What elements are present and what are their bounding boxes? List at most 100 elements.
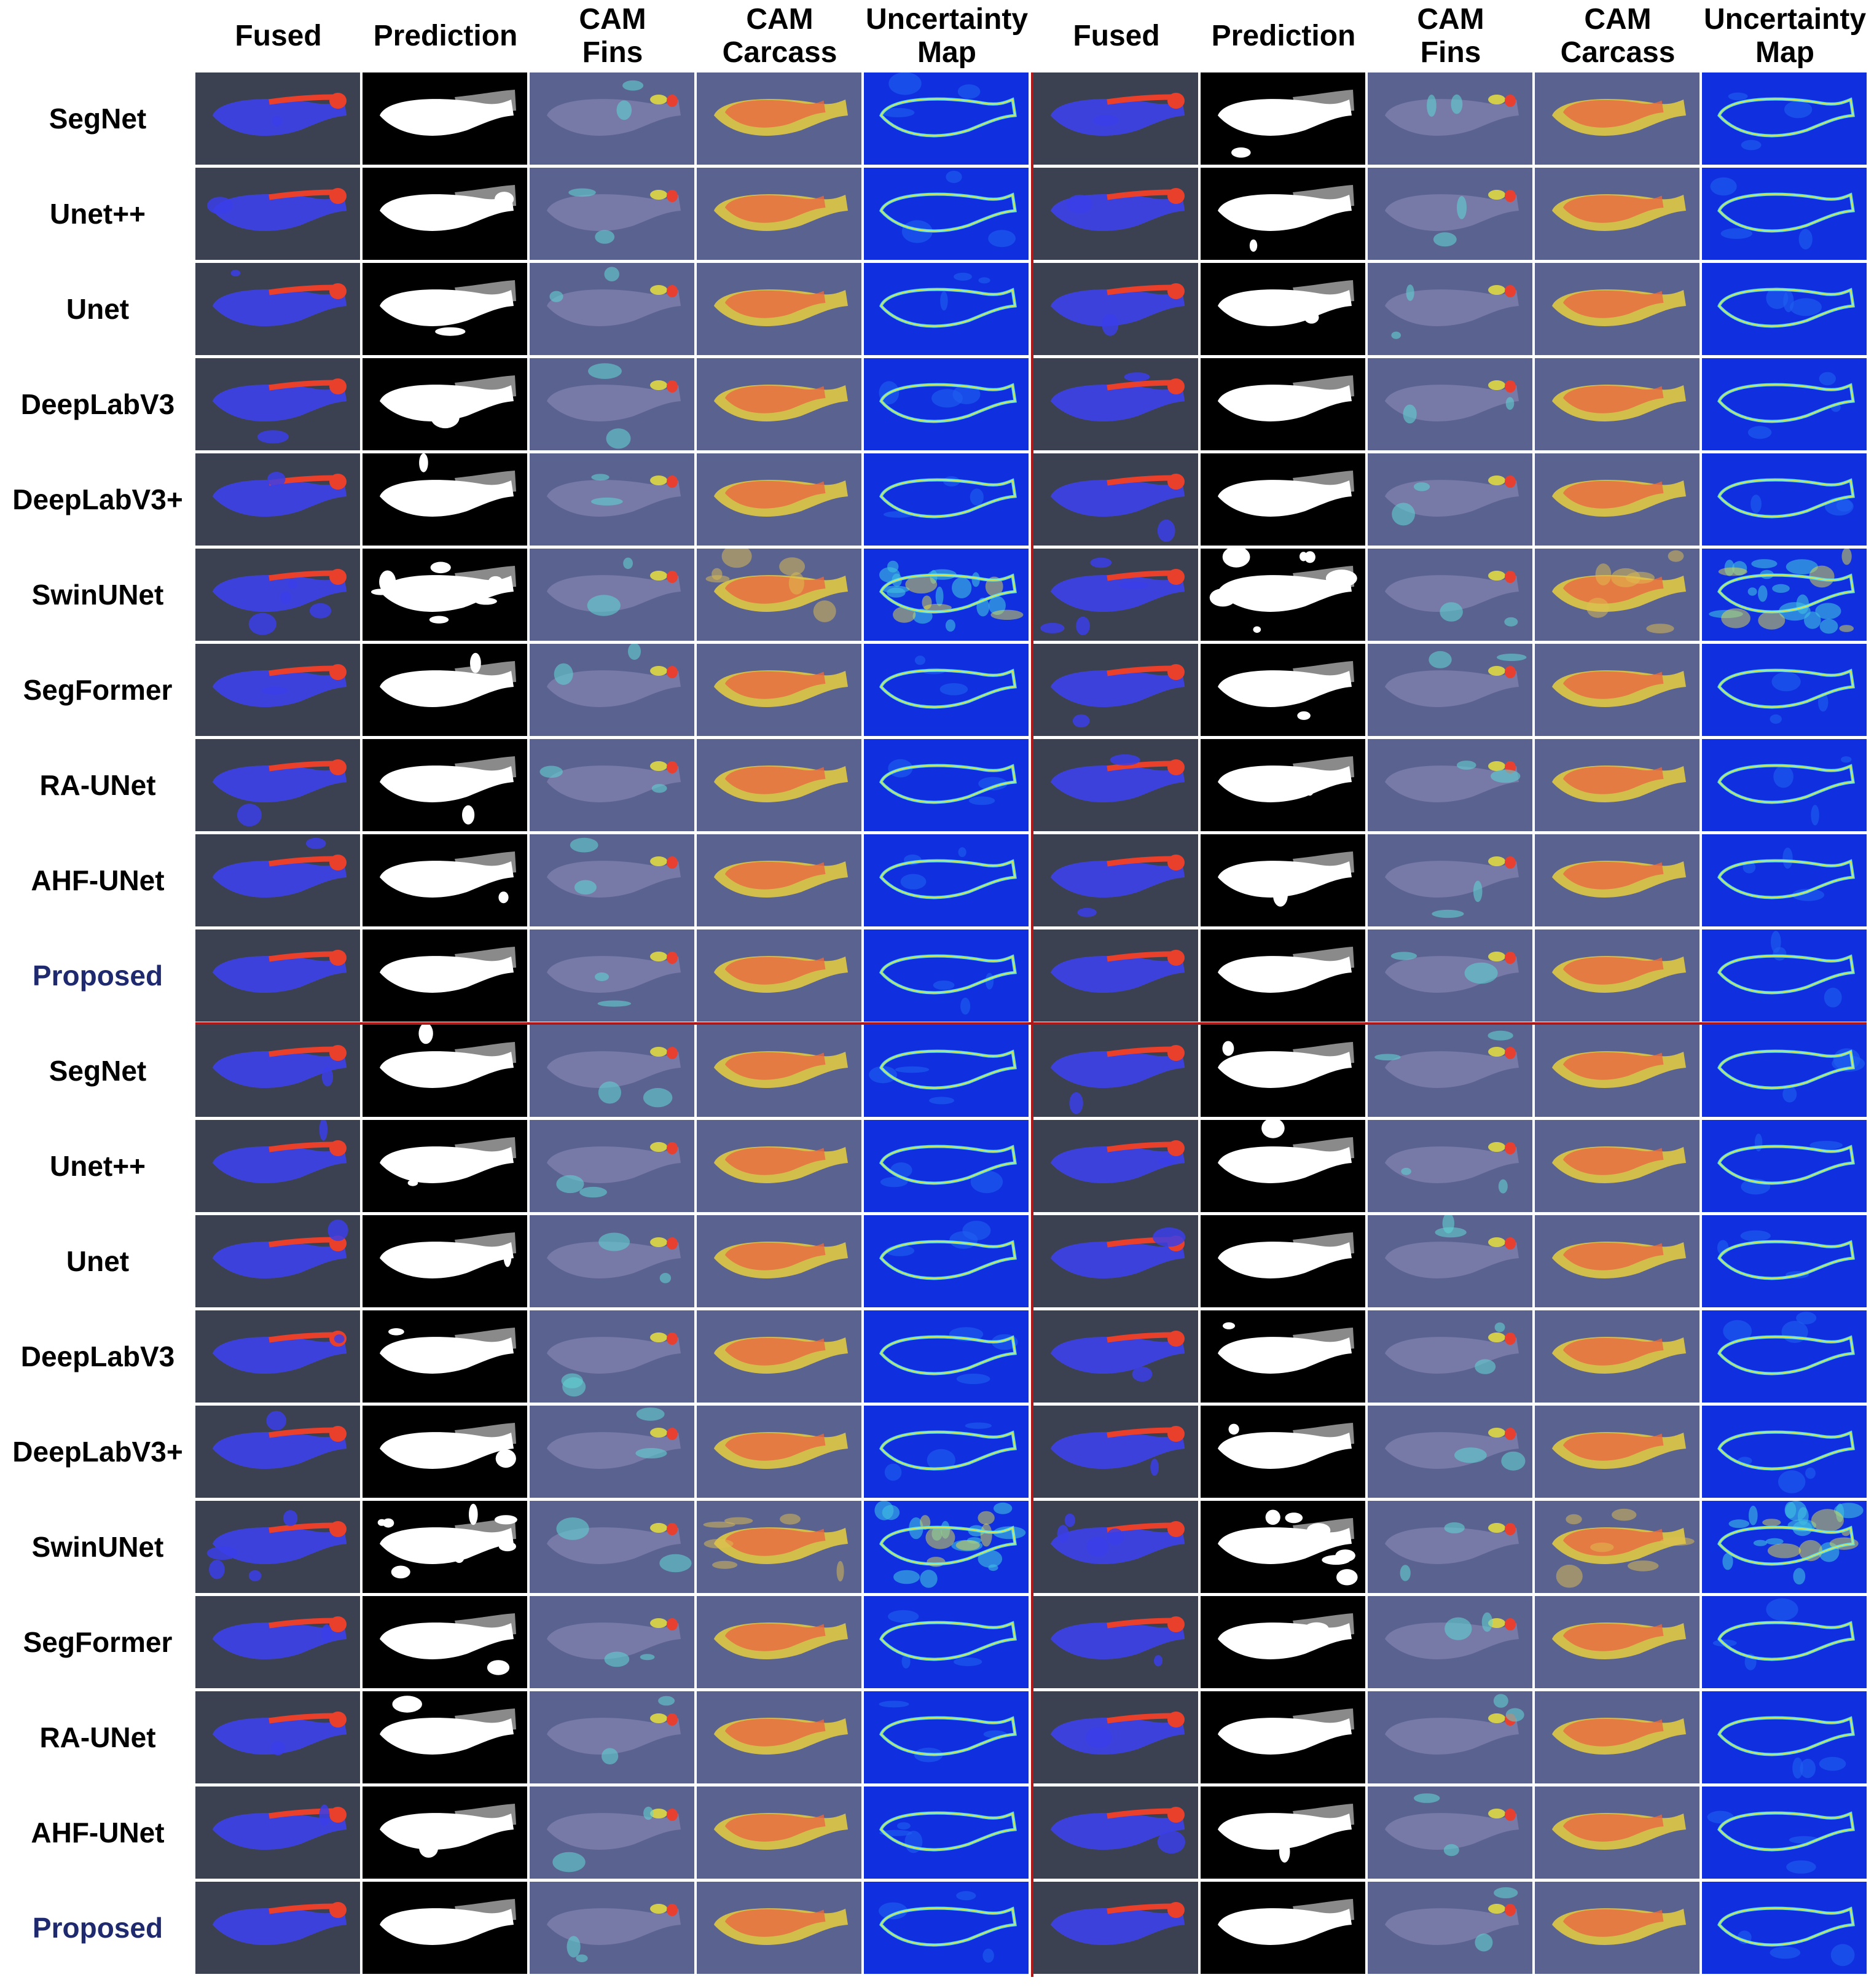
cam-fins-image <box>1368 1310 1532 1403</box>
uncertainty-map-image <box>1702 739 1867 831</box>
column-header-left-1: Prediction <box>373 20 518 52</box>
uncertainty-map-image <box>864 1120 1029 1212</box>
uncertainty-map-image <box>864 358 1029 450</box>
cam-carcass-image <box>1535 1882 1700 1974</box>
prediction-image <box>1201 549 1365 641</box>
cam-carcass-image <box>1535 1310 1700 1403</box>
cam-fins-image <box>530 1120 694 1212</box>
prediction-image <box>363 1786 527 1879</box>
column-header-left-3: CAM Carcass <box>722 3 837 69</box>
fused-image <box>195 1406 360 1498</box>
uncertainty-map-image <box>864 1310 1029 1403</box>
uncertainty-map-image <box>864 1596 1029 1688</box>
row-label-bottom-4: DeepLabV3+ <box>12 1436 183 1468</box>
row-label-top-9: Proposed <box>32 960 163 992</box>
cam-carcass-image <box>697 358 861 450</box>
fused-image <box>195 929 360 1022</box>
prediction-image <box>1201 1501 1365 1593</box>
cam-carcass-image <box>697 739 861 831</box>
uncertainty-map-image <box>1702 1406 1867 1498</box>
prediction-image <box>1201 358 1365 450</box>
cam-carcass-image <box>1535 263 1700 355</box>
column-header-left-0: Fused <box>235 20 322 52</box>
fused-image <box>195 453 360 546</box>
cam-carcass-image <box>1535 1786 1700 1879</box>
row-label-top-7: RA-UNet <box>39 769 156 801</box>
prediction-image <box>363 929 527 1022</box>
cam-fins-image <box>530 549 694 641</box>
uncertainty-map-image <box>1702 1120 1867 1212</box>
uncertainty-map-image <box>864 834 1029 926</box>
cam-carcass-image <box>1535 1596 1700 1688</box>
prediction-image <box>363 1406 527 1498</box>
cam-fins-image <box>1368 1406 1532 1498</box>
prediction-image <box>363 1310 527 1403</box>
cam-carcass-image <box>1535 1120 1700 1212</box>
uncertainty-map-image <box>864 168 1029 260</box>
row-label-top-4: DeepLabV3+ <box>12 483 183 515</box>
uncertainty-map-image <box>864 453 1029 546</box>
fused-image <box>1033 72 1198 165</box>
fused-image <box>195 1025 360 1117</box>
cam-fins-image <box>1368 453 1532 546</box>
cam-fins-image <box>1368 168 1532 260</box>
cam-carcass-image <box>697 72 861 165</box>
prediction-image <box>1201 1310 1365 1403</box>
fused-image <box>1033 834 1198 926</box>
cam-carcass-image <box>697 549 861 641</box>
cam-carcass-image <box>697 453 861 546</box>
prediction-image <box>363 1691 527 1783</box>
cam-fins-image <box>1368 1691 1532 1783</box>
uncertainty-map-image <box>1702 929 1867 1022</box>
cam-carcass-image <box>1535 1025 1700 1117</box>
cam-carcass-image <box>697 1501 861 1593</box>
cam-carcass-image <box>697 929 861 1022</box>
cam-fins-image <box>1368 929 1532 1022</box>
cam-carcass-image <box>697 168 861 260</box>
prediction-image <box>1201 1025 1365 1117</box>
cam-fins-image <box>530 1882 694 1974</box>
prediction-image <box>1201 834 1365 926</box>
prediction-image <box>1201 929 1365 1022</box>
uncertainty-map-image <box>1702 644 1867 736</box>
fused-image <box>1033 453 1198 546</box>
fused-image <box>195 1882 360 1974</box>
cam-carcass-image <box>697 1406 861 1498</box>
cam-carcass-image <box>697 1215 861 1307</box>
cam-carcass-image <box>1535 834 1700 926</box>
cam-carcass-image <box>697 1596 861 1688</box>
row-label-top-8: AHF-UNet <box>31 864 165 896</box>
prediction-image <box>1201 453 1365 546</box>
prediction-image <box>363 834 527 926</box>
uncertainty-map-image <box>1702 549 1867 641</box>
uncertainty-map-image <box>1702 1786 1867 1879</box>
fused-image <box>1033 1406 1198 1498</box>
cam-fins-image <box>530 168 694 260</box>
cam-fins-image <box>530 72 694 165</box>
row-label-top-1: Unet++ <box>50 198 146 230</box>
prediction-image <box>363 453 527 546</box>
prediction-image <box>1201 1596 1365 1688</box>
cam-fins-image <box>530 1596 694 1688</box>
uncertainty-map-image <box>864 1406 1029 1498</box>
prediction-image <box>363 644 527 736</box>
cam-carcass-image <box>1535 72 1700 165</box>
fused-image <box>1033 263 1198 355</box>
column-header-right-3: CAM Carcass <box>1560 3 1676 69</box>
fused-image <box>1033 1786 1198 1879</box>
cam-carcass-image <box>1535 358 1700 450</box>
prediction-image <box>1201 263 1365 355</box>
cam-carcass-image <box>697 1691 861 1783</box>
cam-carcass-image <box>1535 929 1700 1022</box>
fused-image <box>195 1120 360 1212</box>
cam-carcass-image <box>1535 739 1700 831</box>
uncertainty-map-image <box>864 644 1029 736</box>
cam-fins-image <box>530 1786 694 1879</box>
cam-fins-image <box>530 1501 694 1593</box>
uncertainty-map-image <box>1702 1215 1867 1307</box>
cam-fins-image <box>1368 1882 1532 1974</box>
cam-carcass-image <box>1535 1691 1700 1783</box>
prediction-image <box>1201 1215 1365 1307</box>
fused-image <box>195 1310 360 1403</box>
uncertainty-map-image <box>864 1882 1029 1974</box>
